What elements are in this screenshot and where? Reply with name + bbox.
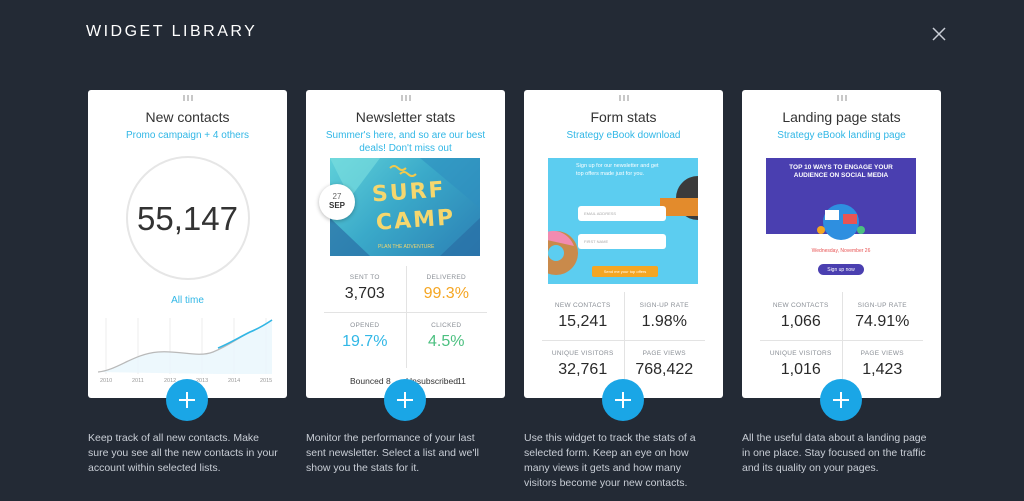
landing-preview-date: Wednesday, November 26 — [811, 248, 871, 254]
widget-subtitle: Strategy eBook landing page — [777, 130, 906, 141]
date-day: 27 — [332, 192, 342, 201]
widget-subtitle: Promo campaign + 4 others — [125, 130, 250, 141]
stat-delivered: DELIVERED 99.3% — [423, 274, 469, 302]
unsubscribed-label: Unsubscribed — [406, 376, 458, 386]
plus-icon — [615, 392, 631, 408]
bounced-label: Bounced — [350, 376, 384, 386]
widget-description: Monitor the performance of your last sen… — [306, 432, 480, 474]
widget-description: All the useful data about a landing page… — [742, 432, 927, 474]
year-label: 2014 — [228, 378, 241, 384]
widget-subtitle: Strategy eBook download — [566, 130, 681, 141]
stat-clicked: CLICKED 4.5% — [428, 322, 465, 350]
form-preview-email: EMAIL ADDRESS — [578, 206, 666, 221]
stat-unique-visitors: UNIQUE VISITORS 32,761 — [551, 350, 614, 378]
form-preview-name: FIRST NAME — [578, 234, 666, 249]
add-widget-button[interactable] — [602, 379, 644, 421]
drag-handle-icon[interactable] — [836, 95, 847, 101]
drag-handle-icon[interactable] — [400, 95, 411, 101]
bounced-value: 8 — [386, 376, 391, 386]
newsletter-preview-image: SURF CAMP PLAN THE ADVENTURE — [330, 158, 480, 256]
stat-opened: OPENED 19.7% — [342, 322, 388, 350]
drag-handle-icon[interactable] — [618, 95, 629, 101]
send-date-badge: 27 SEP — [319, 184, 355, 220]
widget-title: Landing page stats — [782, 109, 901, 125]
landing-preview-heading: TOP 10 WAYS TO ENGAGE YOUR AUDIENCE ON S… — [789, 164, 893, 179]
landing-stats-grid: NEW CONTACTS 1,066 SIGN-UP RATE 74.91% U… — [760, 292, 923, 396]
stat-page-views: PAGE VIEWS 1,423 — [860, 350, 904, 378]
year-label: 2012 — [164, 378, 177, 384]
widget-description: Use this widget to track the stats of a … — [524, 432, 696, 489]
add-widget-button[interactable] — [384, 379, 426, 421]
year-label: 2011 — [132, 378, 144, 384]
page-title: WIDGET LIBRARY — [86, 23, 258, 40]
year-label: 2010 — [100, 378, 113, 384]
year-label: 2013 — [196, 378, 209, 384]
contacts-count: 55,147 — [137, 200, 238, 237]
image-tagline: PLAN THE ADVENTURE — [378, 244, 435, 250]
widget-description: Keep track of all new contacts. Make sur… — [88, 432, 278, 474]
plus-icon — [179, 392, 195, 408]
stat-sent-to: SENT TO 3,703 — [344, 274, 385, 302]
period-link[interactable]: All time — [171, 295, 204, 306]
add-widget-button[interactable] — [166, 379, 208, 421]
contacts-ring — [126, 156, 250, 280]
widget-card-new-contacts[interactable]: New contacts Promo campaign + 4 others 5… — [88, 90, 287, 398]
date-month: SEP — [328, 201, 345, 210]
widget-title: Form stats — [590, 109, 657, 125]
stat-unique-visitors: UNIQUE VISITORS 1,016 — [769, 350, 832, 378]
plus-icon — [397, 392, 413, 408]
widget-title: Newsletter stats — [355, 109, 456, 125]
image-headline: SURF — [371, 177, 447, 208]
widget-card-landing-page-stats[interactable]: Landing page stats Strategy eBook landin… — [742, 90, 941, 398]
widget-card-form-stats[interactable]: Form stats Strategy eBook download Sign … — [524, 90, 723, 398]
stat-signup-rate: SIGN-UP RATE 74.91% — [855, 302, 910, 330]
landing-preview-image: TOP 10 WAYS TO ENGAGE YOUR AUDIENCE ON S… — [766, 158, 916, 284]
close-icon[interactable] — [929, 24, 949, 44]
stat-new-contacts: NEW CONTACTS 1,066 — [772, 302, 829, 330]
widget-subtitle: Summer's here, and so are our best deals… — [325, 130, 486, 154]
form-preview-button: Send me your top offers — [592, 266, 658, 277]
year-label: 2015 — [260, 378, 273, 384]
add-widget-button[interactable] — [820, 379, 862, 421]
form-preview-image: Sign up for our newsletter and get top o… — [548, 158, 698, 284]
stat-signup-rate: SIGN-UP RATE 1.98% — [639, 302, 689, 330]
stat-page-views: PAGE VIEWS 768,422 — [635, 350, 694, 378]
unsubscribed-value: 11 — [457, 376, 466, 386]
widget-title: New contacts — [145, 109, 230, 125]
plus-icon — [833, 392, 849, 408]
newsletter-stats-grid: SENT TO 3,703 DELIVERED 99.3% OPENED 19.… — [324, 266, 487, 368]
form-preview-heading: Sign up for our newsletter and get top o… — [576, 163, 659, 177]
form-stats-grid: NEW CONTACTS 15,241 SIGN-UP RATE 1.98% U… — [542, 292, 705, 396]
drag-handle-icon[interactable] — [182, 95, 193, 101]
stat-new-contacts: NEW CONTACTS 15,241 — [554, 302, 611, 330]
landing-preview-button: Sign up now — [818, 264, 864, 275]
widget-card-newsletter-stats[interactable]: Newsletter stats Summer's here, and so a… — [306, 90, 505, 398]
contacts-growth-chart — [98, 318, 273, 374]
